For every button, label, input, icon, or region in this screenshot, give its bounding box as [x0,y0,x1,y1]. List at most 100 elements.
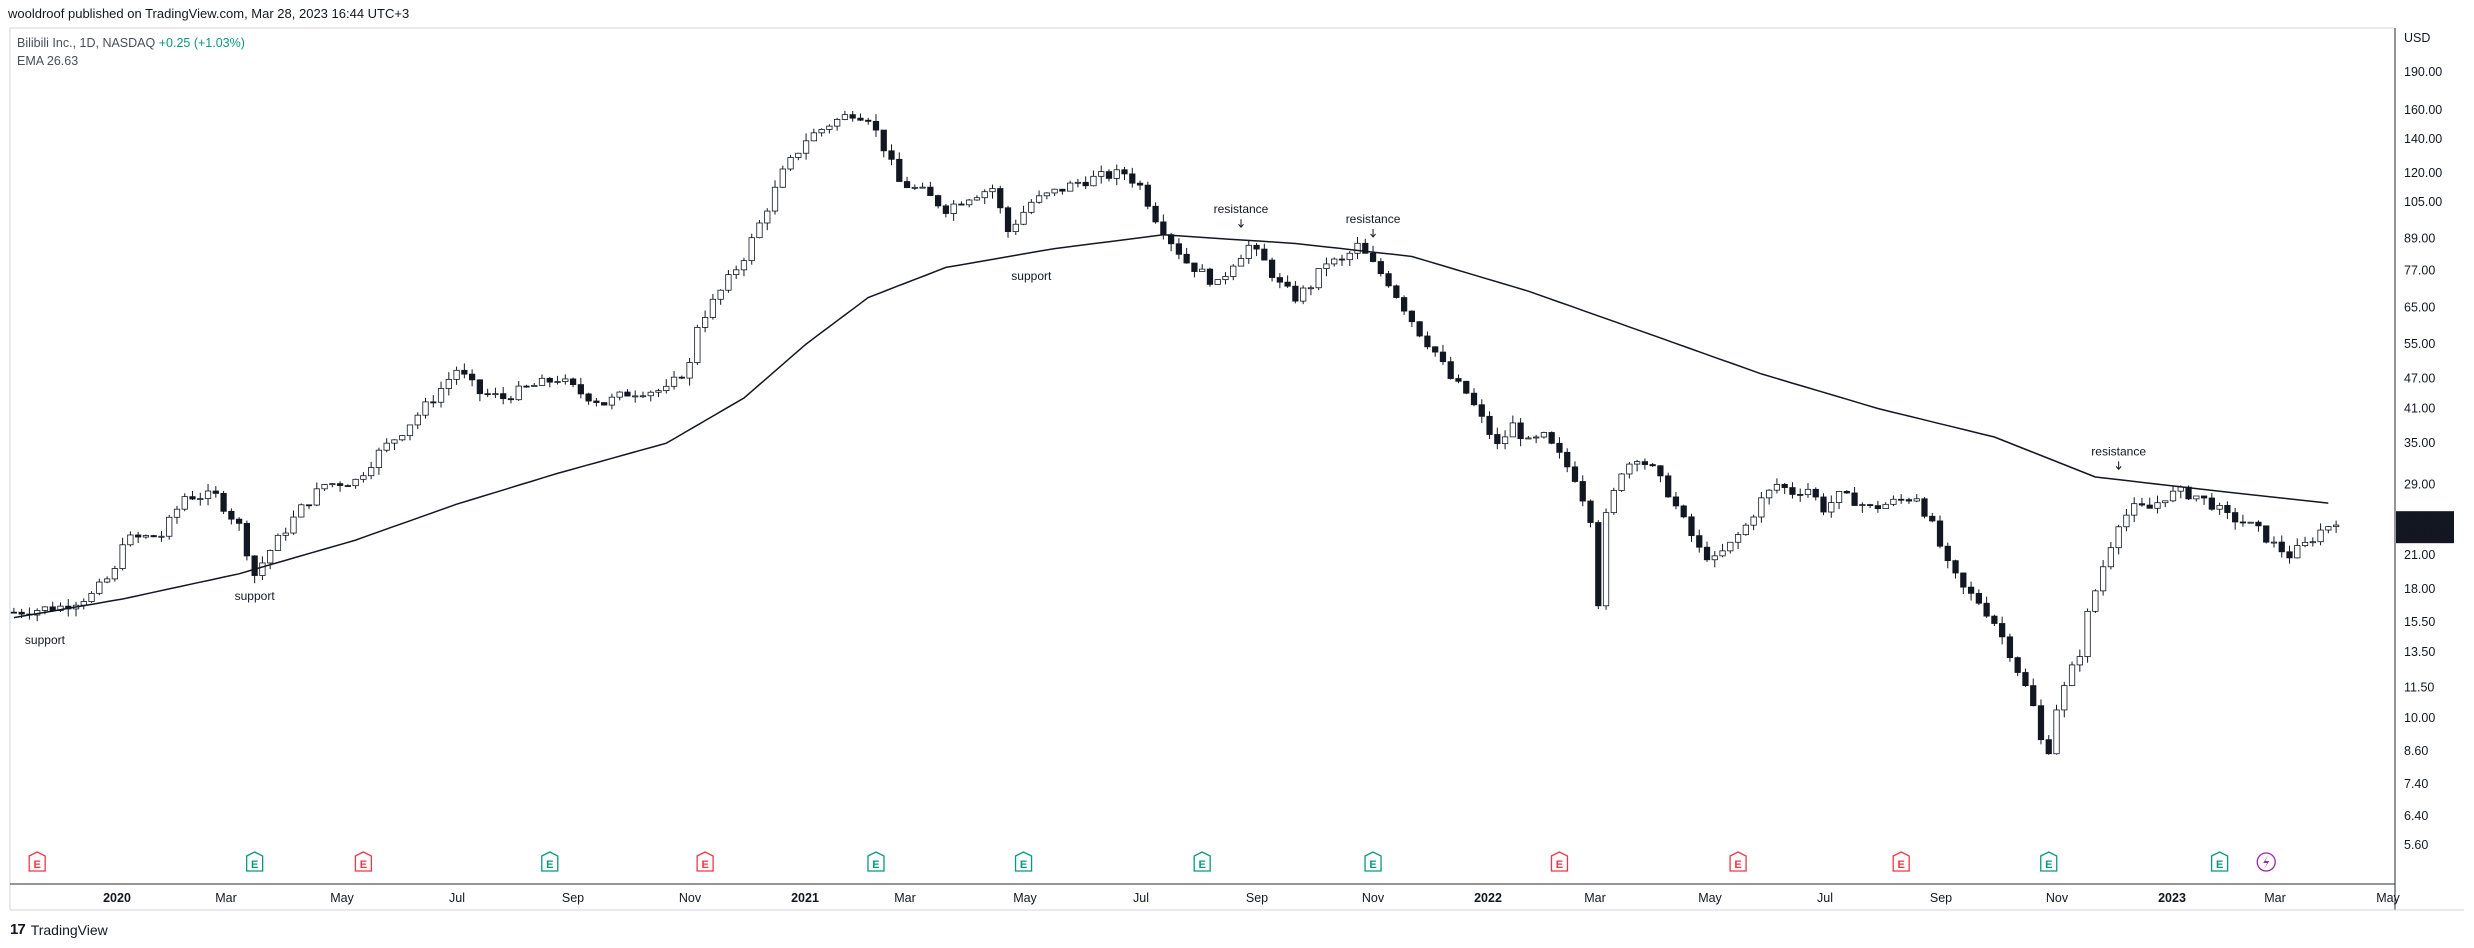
candle-body [173,508,181,518]
earnings-letter: E [251,859,258,871]
candle-body [1152,205,1159,223]
candle-body [1952,560,1959,574]
earnings-marker[interactable]: E [1193,851,1211,872]
candle-body [2154,502,2161,509]
candle [1742,522,1749,536]
candle-body [127,534,134,546]
resistance-arrow-icon [1238,219,1244,229]
candle-body [267,550,274,564]
candle [865,117,872,125]
candle-body [1610,490,1617,514]
tradingview-logo-icon: 17 [10,921,26,938]
candle-body [686,362,693,379]
candle [2014,656,2021,677]
earnings-letter: E [1199,859,1206,871]
candle-body [2123,514,2130,528]
candle-body [1074,181,1082,184]
candle [1486,411,1493,439]
candle-body [1028,201,1035,213]
price-axis[interactable]: 190.00 160.00 140.00 120.00 105.00 89.00 77.00… [2404,65,2442,852]
candle [313,482,320,507]
candle [1866,503,1874,509]
candle [1020,205,1027,226]
candle-body [1579,481,1586,502]
candle [779,165,786,188]
symbol-title[interactable]: Bilibili Inc., 1D, NASDAQ [17,36,156,50]
earnings-marker[interactable]: E [2040,851,2058,872]
candle-body [1548,432,1555,444]
candle-body [1261,248,1268,261]
candle [1300,285,1307,305]
candle-body [927,186,934,196]
candle [764,208,771,231]
candle-body [756,222,763,239]
candle [950,200,957,221]
ema-label[interactable]: EMA [17,54,44,68]
earnings-marker[interactable]: E [696,851,714,872]
candle-body [2006,636,2014,659]
event-marker[interactable] [2256,852,2276,872]
candle-body [1859,504,1866,506]
earnings-badge-icon [1364,851,1382,872]
candle-body [414,414,421,426]
candle-body [1105,171,1113,179]
candle [1214,279,1221,285]
candle-body [158,535,165,538]
earnings-letter: E [34,859,41,871]
candle-body [406,424,414,437]
earnings-marker[interactable]: E [867,851,885,872]
candle [725,269,732,293]
candle [1835,491,1843,510]
candle [181,493,188,512]
candle [2224,501,2231,520]
candle [1400,295,1408,315]
candle [2169,486,2177,503]
candle [686,358,693,386]
candle [1533,434,1540,444]
earnings-letter: E [701,859,708,871]
candle [1439,344,1447,365]
candle [2068,661,2076,687]
earnings-marker[interactable]: E [246,851,264,872]
candle-body [1004,207,1012,233]
earnings-marker[interactable]: E [1364,851,1382,872]
candle [1509,415,1516,438]
earnings-marker[interactable]: E [28,851,46,872]
candle [1766,489,1773,505]
candle-body [1276,277,1283,283]
candle [1711,551,1718,568]
candle-body [1665,475,1672,498]
candle-body [709,298,717,318]
candle-body [701,317,709,328]
candle-body [989,188,996,193]
earnings-marker[interactable]: E [1729,851,1747,872]
candle-body [1766,489,1773,499]
time-tick-label: Sep [1930,891,1952,905]
candle [2216,502,2223,515]
candle-body [461,369,468,375]
candle-body [243,522,251,557]
earnings-marker[interactable]: E [1550,851,1569,872]
earnings-marker[interactable]: E [2210,851,2229,872]
candle [795,152,802,161]
earnings-marker[interactable]: E [1892,851,1910,872]
candle-body [950,203,957,214]
earnings-marker[interactable]: E [1014,851,1033,872]
candle [1501,430,1509,450]
candle [2037,699,2045,745]
earnings-badge-icon [541,851,559,872]
candle-body [973,197,981,201]
tradingview-footer[interactable]: 17 TradingView [10,921,108,938]
candle [1882,502,1889,510]
candle-body [259,562,266,576]
ema-line[interactable] [13,234,2329,619]
candle-body [41,606,49,611]
candle-body [2169,490,2177,502]
candle-body [2301,541,2309,546]
earnings-marker[interactable]: E [354,851,373,872]
earnings-marker[interactable]: E [541,851,559,872]
candle [135,531,142,543]
time-axis[interactable]: 2020 Mar May Jul Sep Nov 2021 Mar May Jul Sep Nov 20… [103,891,2400,905]
candle-body [1812,488,1819,498]
